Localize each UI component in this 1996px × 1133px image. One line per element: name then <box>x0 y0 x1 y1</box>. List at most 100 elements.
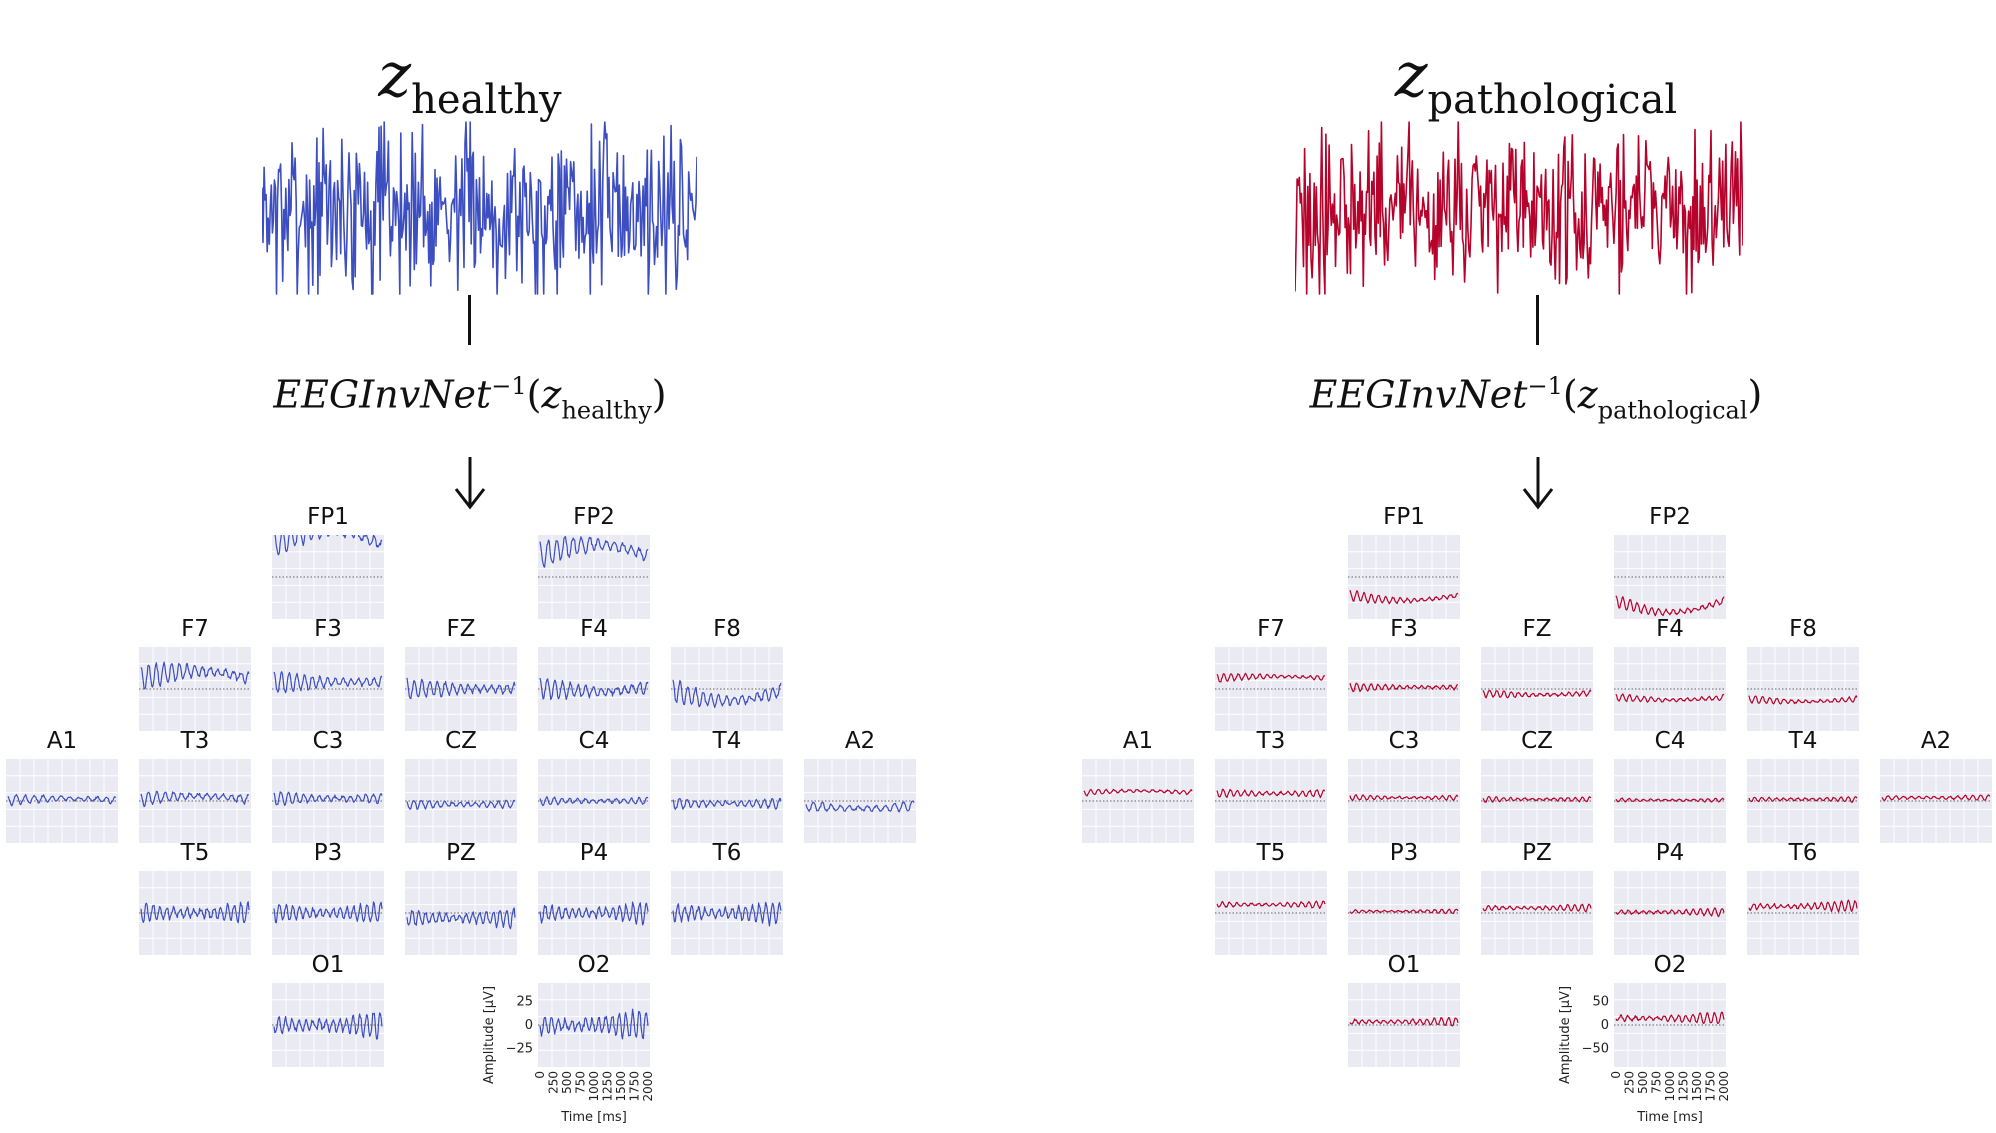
waveform-t4 <box>1748 796 1858 803</box>
channel-label-o1: O1 <box>311 952 345 978</box>
channel-plot-fz <box>405 647 517 731</box>
channel-label-pz: PZ <box>1522 840 1552 866</box>
axis-annotations: Amplitude [µV] 250−250 250 500 750 1000 1250 15… <box>482 986 655 1125</box>
channel-plot-t3 <box>1215 759 1327 843</box>
formula-healthy: EEGInvNet−1(zhealthy) <box>273 372 667 425</box>
connector-line-healthy <box>468 295 471 345</box>
waveform-t5 <box>1216 900 1326 909</box>
x-tick-label: 500 <box>1636 1071 1650 1094</box>
channel-label-f7: F7 <box>1257 616 1285 642</box>
channel-plot-fz <box>1481 647 1593 731</box>
channel-plot-a1 <box>1082 759 1194 843</box>
y-tick-label: 0 <box>525 1018 533 1033</box>
channel-label-cz: CZ <box>1521 728 1553 754</box>
channel-plot-f7 <box>1215 647 1327 731</box>
arrow-down-icon <box>1522 457 1554 510</box>
channel-plot-t4 <box>671 759 783 843</box>
channel-plot-t6 <box>671 871 783 955</box>
waveform-t4 <box>672 797 782 810</box>
channel-plot-a1 <box>6 759 118 843</box>
channel-plot-t6 <box>1747 871 1859 955</box>
channel-plot-pz <box>405 871 517 955</box>
channel-label-c4: C4 <box>1654 728 1686 754</box>
channel-label-p4: P4 <box>1655 840 1685 866</box>
x-axis-label: Time [ms] <box>560 1110 627 1125</box>
channel-plot-p4 <box>1614 871 1726 955</box>
connector-line-pathological <box>1536 295 1539 345</box>
waveform-c4 <box>1615 797 1725 803</box>
x-tick-label: 2000 <box>641 1071 655 1102</box>
y-tick-label: −50 <box>1582 1042 1609 1057</box>
waveform-o2 <box>539 1008 649 1040</box>
waveform-t6 <box>1748 899 1858 913</box>
x-tick-label: 1750 <box>1704 1071 1718 1102</box>
latent-noise-pathological <box>1295 121 1743 295</box>
channel-label-t5: T5 <box>180 840 210 866</box>
waveform-a1 <box>1083 788 1193 797</box>
channel-label-c3: C3 <box>312 728 344 754</box>
channel-label-fz: FZ <box>1522 616 1552 642</box>
waveform-f8 <box>672 679 782 708</box>
channel-label-t4: T4 <box>712 728 742 754</box>
x-tick-label: 250 <box>547 1071 561 1094</box>
x-tick-label: 500 <box>560 1071 574 1094</box>
channel-plot-f4 <box>538 647 650 731</box>
x-tick-label: 2000 <box>1717 1071 1731 1102</box>
channel-plot-o1 <box>1348 983 1460 1067</box>
channel-plot-o1 <box>272 983 384 1067</box>
x-tick-label: 1500 <box>1690 1071 1704 1102</box>
channel-plot-t4 <box>1747 759 1859 843</box>
waveform-cz <box>1482 795 1592 803</box>
channel-label-f4: F4 <box>580 616 608 642</box>
channel-plot-f7 <box>139 647 251 731</box>
waveform-a1 <box>7 794 117 807</box>
channel-plot-f8 <box>1747 647 1859 731</box>
channel-label-t3: T3 <box>180 728 210 754</box>
latent-noise-healthy <box>262 121 697 295</box>
waveform-o1 <box>273 1012 383 1040</box>
waveform-c4 <box>539 796 649 807</box>
channel-label-t3: T3 <box>1256 728 1286 754</box>
waveform-t3 <box>1216 788 1326 799</box>
waveform-a2 <box>1881 794 1991 801</box>
panel-pathological: zpathological EEGInvNet−1(zpathological)… <box>998 0 1996 1133</box>
waveform-o1 <box>1349 1016 1459 1027</box>
waveform-a2 <box>805 800 915 813</box>
channel-label-fp2: FP2 <box>1649 504 1691 530</box>
waveform-c3 <box>273 791 383 807</box>
waveform-pz <box>1482 903 1592 913</box>
channel-label-pz: PZ <box>446 840 476 866</box>
x-tick-label: 250 <box>1623 1071 1637 1094</box>
waveform-t5 <box>140 901 250 924</box>
channel-label-c4: C4 <box>578 728 610 754</box>
channel-plot-f3 <box>272 647 384 731</box>
channel-plot-t3 <box>139 759 251 843</box>
channel-plot-cz <box>405 759 517 843</box>
y-axis-label: Amplitude [µV] <box>482 986 497 1084</box>
waveform-p3 <box>273 901 383 924</box>
x-tick-label: 1500 <box>614 1071 628 1102</box>
channel-plot-cz <box>1481 759 1593 843</box>
channel-plot-fp1 <box>1348 535 1460 619</box>
waveform-fp1 <box>274 535 383 556</box>
channel-plot-f3 <box>1348 647 1460 731</box>
channel-label-f8: F8 <box>1789 616 1817 642</box>
waveform-p4 <box>1615 907 1725 918</box>
title-z-healthy: zhealthy <box>378 38 562 123</box>
waveform-fp2 <box>1615 595 1725 617</box>
channel-label-p3: P3 <box>1389 840 1419 866</box>
channel-plot-p3 <box>272 871 384 955</box>
x-tick-label: 1000 <box>587 1071 601 1102</box>
x-tick-label: 1250 <box>1677 1071 1691 1102</box>
y-tick-label: 50 <box>1592 994 1609 1009</box>
channel-label-p3: P3 <box>313 840 343 866</box>
channel-label-t5: T5 <box>1256 840 1286 866</box>
waveform-f7 <box>140 661 250 690</box>
x-tick-label: 750 <box>1650 1071 1664 1094</box>
channel-label-a1: A1 <box>46 728 78 754</box>
axis-annotations: Amplitude [µV] 500−500 250 500 750 1000 1250 15… <box>1558 986 1731 1125</box>
channel-plot-fp2 <box>1614 535 1726 619</box>
waveform-fp2 <box>539 536 649 568</box>
title-z-pathological: zpathological <box>1394 38 1678 123</box>
channel-label-fp1: FP1 <box>1383 504 1425 530</box>
